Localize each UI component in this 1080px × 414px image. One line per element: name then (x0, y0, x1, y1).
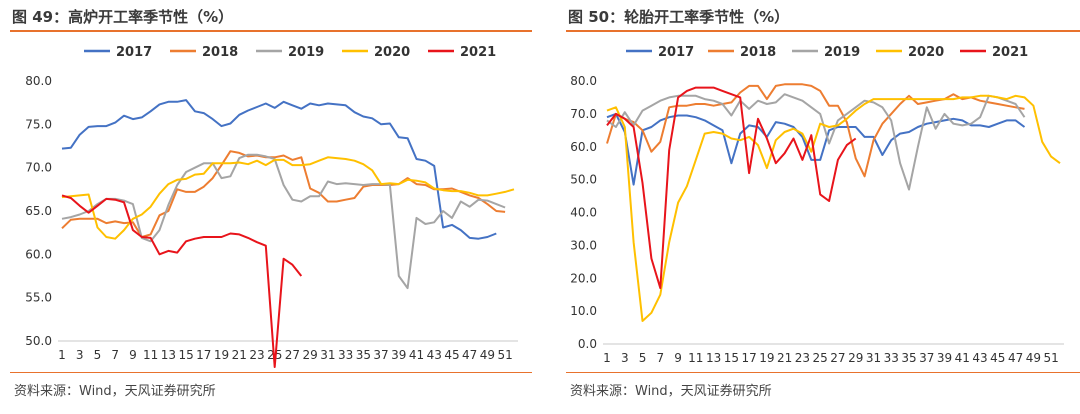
x-tick-label: 33 (338, 348, 353, 362)
y-tick-label: 60.0 (570, 140, 597, 154)
legend-label-2020: 2020 (908, 45, 944, 60)
source-note: 资料来源：Wind，天风证券研究所 (570, 384, 772, 399)
series-line-2019 (606, 93, 1026, 191)
x-tick-label: 5 (639, 351, 647, 365)
x-tick-label: 13 (706, 351, 721, 365)
x-tick-label: 45 (990, 351, 1005, 365)
x-tick-label: 29 (848, 351, 863, 365)
x-tick-label: 17 (741, 351, 756, 365)
x-tick-label: 1 (58, 348, 66, 362)
x-tick-label: 11 (688, 351, 703, 365)
x-tick-label: 13 (161, 348, 176, 362)
x-tick-label: 9 (674, 351, 682, 365)
tire-chart: 0.010.020.030.040.050.060.070.080.01 3 5 7 9… (570, 45, 1064, 365)
panel-blast-furnace: 图 49：高炉开工率季节性（%） 50.0 55.0 60.0 65.0 70.0 75.… (0, 0, 532, 414)
x-tick-label: 27 (285, 348, 300, 362)
legend-label-2018: 2018 (740, 45, 776, 60)
y-tick-label: 30.0 (570, 238, 597, 252)
y-tick-label: 50.0 (570, 173, 597, 187)
title-rule (566, 30, 1080, 32)
x-tick-label: 31 (866, 351, 881, 365)
y-tick-label: 40.0 (570, 206, 597, 220)
x-tick-label: 47 (462, 348, 477, 362)
x-tick-label: 45 (444, 348, 459, 362)
source-rule (566, 372, 1080, 373)
blast-furnace-chart: 50.055.060.065.070.075.080.01 3 5 7 9 11 13 15 1… (25, 45, 518, 368)
x-tick-label: 23 (249, 348, 264, 362)
series-line-2021 (61, 194, 303, 368)
x-tick-label: 49 (480, 348, 495, 362)
x-tick-label: 37 (373, 348, 388, 362)
y-tick-label: 75.0 (25, 117, 52, 131)
x-tick-label: 15 (724, 351, 739, 365)
y-tick-label: 80.0 (25, 74, 52, 88)
x-tick-label: 1 (603, 351, 611, 365)
x-tick-label: 43 (972, 351, 987, 365)
x-tick-label: 11 (143, 348, 158, 362)
x-tick-label: 41 (955, 351, 970, 365)
x-tick-label: 21 (232, 348, 247, 362)
chart-title: 图 49：高炉开工率季节性（%） (12, 8, 234, 26)
y-tick-label: 55.0 (25, 291, 52, 305)
title-rule (10, 30, 532, 32)
x-tick-label: 27 (830, 351, 845, 365)
x-tick-label: 7 (656, 351, 664, 365)
x-tick-label: 49 (1026, 351, 1041, 365)
legend-label-2021: 2021 (460, 45, 496, 60)
x-tick-label: 3 (76, 348, 84, 362)
series-line-2020 (61, 156, 515, 240)
x-tick-label: 31 (320, 348, 335, 362)
source-rule (10, 372, 532, 373)
x-tick-label: 25 (813, 351, 828, 365)
panel-tire: 图 50：轮胎开工率季节性（%） 0.0 10.0 20.0 30.0 40.0 50.0… (556, 0, 1080, 414)
x-tick-label: 23 (795, 351, 810, 365)
y-tick-label: 65.0 (25, 204, 52, 218)
x-tick-label: 21 (777, 351, 792, 365)
legend-label-2018: 2018 (202, 45, 238, 60)
x-tick-label: 19 (759, 351, 774, 365)
legend-label-2019: 2019 (824, 45, 860, 60)
x-tick-label: 35 (356, 348, 371, 362)
legend-label-2020: 2020 (374, 45, 410, 60)
x-tick-label: 43 (427, 348, 442, 362)
y-tick-label: 80.0 (570, 74, 597, 88)
chart-title: 图 50：轮胎开工率季节性（%） (568, 8, 790, 26)
series-line-2019 (61, 153, 506, 290)
x-tick-label: 3 (621, 351, 629, 365)
legend-label-2017: 2017 (116, 45, 152, 60)
x-tick-label: 9 (129, 348, 137, 362)
x-tick-label: 33 (884, 351, 899, 365)
x-tick-label: 39 (937, 351, 952, 365)
x-tick-label: 19 (214, 348, 229, 362)
x-tick-label: 35 (901, 351, 916, 365)
x-tick-label: 29 (303, 348, 318, 362)
legend-label-2017: 2017 (658, 45, 694, 60)
y-tick-label: 10.0 (570, 304, 597, 318)
y-tick-label: 20.0 (570, 271, 597, 285)
x-tick-label: 39 (391, 348, 406, 362)
legend-label-2019: 2019 (288, 45, 324, 60)
x-tick-label: 51 (497, 348, 512, 362)
y-tick-label: 50.0 (25, 334, 52, 348)
y-tick-label: 70.0 (25, 161, 52, 175)
x-tick-label: 5 (94, 348, 102, 362)
x-tick-label: 17 (196, 348, 211, 362)
source-note: 资料来源：Wind，天风证券研究所 (14, 384, 216, 399)
y-tick-label: 0.0 (578, 337, 597, 351)
x-tick-label: 15 (178, 348, 193, 362)
legend-label-2021: 2021 (992, 45, 1028, 60)
x-tick-label: 37 (919, 351, 934, 365)
y-tick-label: 60.0 (25, 247, 52, 261)
y-tick-label: 70.0 (570, 107, 597, 121)
x-tick-label: 7 (111, 348, 119, 362)
series-line-2021 (606, 86, 857, 290)
series-line-2017 (61, 99, 497, 240)
series-line-2020 (606, 94, 1061, 322)
series-line-2018 (61, 150, 506, 238)
x-tick-label: 47 (1008, 351, 1023, 365)
x-tick-label: 51 (1043, 351, 1058, 365)
x-tick-label: 41 (409, 348, 424, 362)
